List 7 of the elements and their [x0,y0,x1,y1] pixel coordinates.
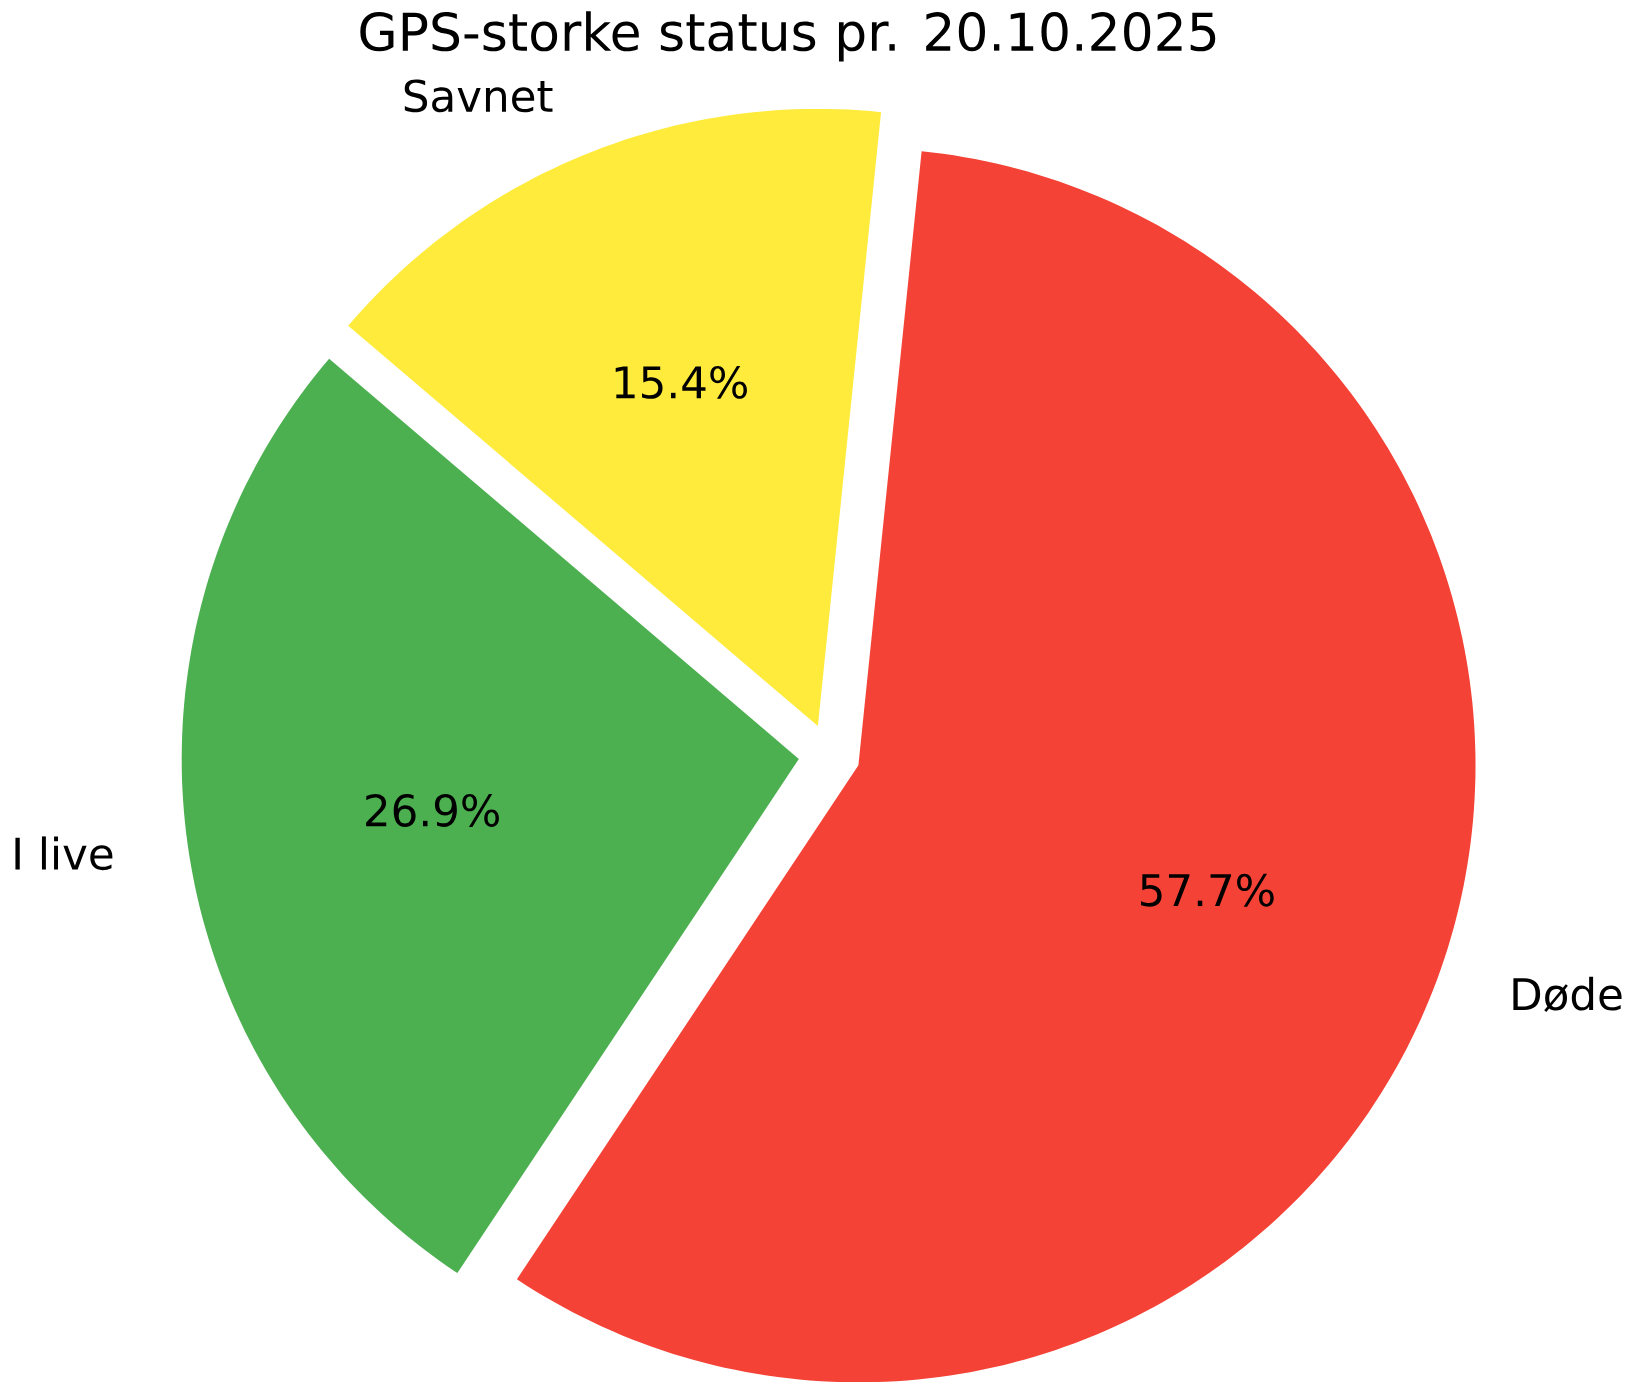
chart-title: GPS-storke status pr. 20.10.2025 [360,10,1216,62]
slice-label: Døde [1513,976,1622,1012]
data-label: 15.4% [615,365,747,399]
data-label: 57.7% [1141,873,1274,907]
slice-label: Savnet [404,79,553,113]
slice-label: I live [15,836,113,870]
data-label: 26.9% [366,793,499,827]
